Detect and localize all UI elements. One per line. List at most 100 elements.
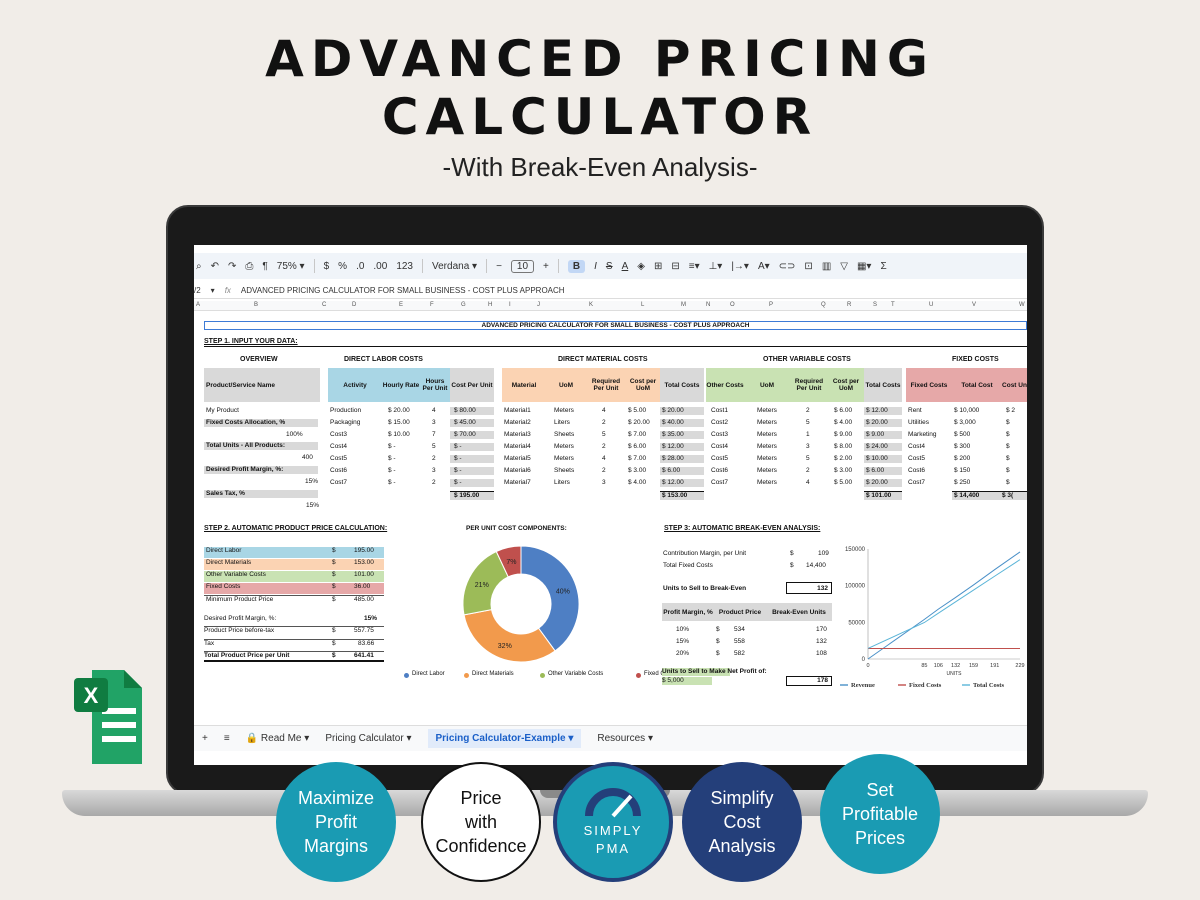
fixed-name[interactable]: Rent [908, 407, 922, 414]
variable-uom[interactable]: Meters [757, 443, 777, 450]
italic-button[interactable]: I [594, 260, 597, 272]
labor-rate[interactable]: $ - [388, 455, 396, 462]
labor-rate[interactable]: $ - [388, 467, 396, 474]
variable-price[interactable]: $ 9.00 [834, 431, 853, 438]
font-size-input[interactable]: 10 [510, 259, 535, 273]
fixed-name[interactable]: Cost6 [908, 467, 925, 474]
wrap-icon[interactable]: |→▾ [731, 260, 749, 272]
column-header[interactable]: T [891, 302, 895, 308]
labor-rate[interactable]: $ 10.00 [388, 431, 410, 438]
fixed-name[interactable]: Utilities [908, 419, 929, 426]
decrease-decimal-button[interactable]: .0 [356, 260, 365, 272]
fixed-name[interactable]: Cost7 [908, 479, 925, 486]
column-header[interactable]: V [972, 302, 977, 308]
column-header[interactable]: W [1019, 302, 1025, 308]
fixed-name[interactable]: Cost5 [908, 455, 925, 462]
labor-rate[interactable]: $ 20.00 [388, 407, 410, 414]
fixed-total[interactable]: $ 300 [954, 443, 971, 450]
variable-name[interactable]: Cost5 [711, 455, 728, 462]
redo-icon[interactable]: ↷ [228, 260, 237, 272]
all-sheets-menu-icon[interactable]: ≡ [223, 733, 230, 744]
material-name[interactable]: Material7 [504, 479, 531, 486]
merge-cells-icon[interactable]: ⊟ [671, 260, 680, 272]
labor-rate[interactable]: $ - [388, 443, 396, 450]
tab-pricing-calculator[interactable]: Pricing Calculator ▾ [325, 733, 412, 744]
column-header[interactable]: K [589, 302, 594, 308]
formula-input[interactable]: ADVANCED PRICING CALCULATOR FOR SMALL BU… [240, 286, 565, 295]
labor-activity[interactable]: Cost7 [330, 479, 347, 486]
variable-uom[interactable]: Meters [757, 419, 777, 426]
rotate-icon[interactable]: A▾ [757, 260, 770, 272]
bold-button[interactable]: B [567, 259, 586, 273]
comment-icon[interactable]: ⊡ [804, 260, 813, 272]
material-price[interactable]: $ 7.00 [628, 455, 647, 462]
variable-price[interactable]: $ 8.00 [834, 443, 853, 450]
link-icon[interactable]: ⊂⊃ [778, 260, 796, 272]
overview-item[interactable]: 15% [306, 502, 320, 509]
material-uom[interactable]: Meters [554, 407, 574, 414]
material-qty[interactable]: 3 [602, 479, 606, 486]
labor-hours[interactable]: 4 [432, 407, 436, 414]
column-header[interactable]: R [847, 302, 852, 308]
increase-decimal-button[interactable]: .00 [373, 260, 388, 272]
labor-hours[interactable]: 7 [432, 431, 436, 438]
print-icon[interactable]: ⎙ [245, 260, 254, 272]
variable-qty[interactable]: 5 [806, 419, 810, 426]
name-box-dropdown-icon[interactable]: ▾ [210, 286, 215, 295]
material-price[interactable]: $ 5.00 [628, 407, 647, 414]
material-uom[interactable]: Meters [554, 455, 574, 462]
column-header[interactable]: U [929, 302, 934, 308]
variable-name[interactable]: Cost1 [711, 407, 728, 414]
column-header[interactable]: Q [821, 302, 826, 308]
overview-item[interactable]: 100% [286, 431, 303, 438]
filter-icon[interactable]: ▽ [840, 260, 848, 272]
font-size-decrease[interactable]: − [496, 260, 502, 272]
tab-read-me[interactable]: 🔒 Read Me ▾ [245, 733, 310, 744]
search-icon[interactable]: ⌕ [196, 260, 202, 272]
material-qty[interactable]: 2 [602, 443, 606, 450]
variable-name[interactable]: Cost7 [711, 479, 728, 486]
labor-rate[interactable]: $ - [388, 479, 396, 486]
labor-activity[interactable]: Production [330, 407, 362, 414]
name-box[interactable]: /2 [194, 286, 201, 295]
material-uom[interactable]: Liters [554, 419, 570, 426]
fill-color-icon[interactable]: ◈ [637, 260, 645, 272]
labor-hours[interactable]: 2 [432, 479, 436, 486]
labor-activity[interactable]: Packaging [330, 419, 361, 426]
labor-activity[interactable]: Cost5 [330, 455, 347, 462]
font-size-increase[interactable]: + [543, 260, 549, 272]
strikethrough-icon[interactable]: S [605, 260, 613, 272]
fixed-total[interactable]: $ 10,000 [954, 407, 980, 414]
variable-uom[interactable]: Meters [757, 455, 777, 462]
labor-activity[interactable]: Cost4 [330, 443, 347, 450]
labor-hours[interactable]: 3 [432, 419, 436, 426]
undo-icon[interactable]: ↶ [210, 260, 219, 272]
labor-hours[interactable]: 5 [432, 443, 436, 450]
column-header[interactable]: O [730, 302, 735, 308]
column-header[interactable]: B [254, 302, 259, 308]
material-name[interactable]: Material4 [504, 443, 531, 450]
currency-button[interactable]: $ [323, 260, 330, 272]
variable-qty[interactable]: 4 [806, 479, 810, 486]
column-header[interactable]: M [681, 302, 686, 308]
variable-qty[interactable]: 2 [806, 407, 810, 414]
chart-icon[interactable]: ▥ [821, 260, 832, 272]
functions-button[interactable]: Σ [880, 260, 887, 272]
filter-views-icon[interactable]: ▦▾ [856, 260, 872, 272]
overview-item[interactable]: 400 [302, 454, 313, 461]
variable-qty[interactable]: 2 [806, 467, 810, 474]
labor-rate[interactable]: $ 15.00 [388, 419, 410, 426]
material-uom[interactable]: Meters [554, 443, 574, 450]
fixed-total[interactable]: $ 250 [954, 479, 971, 486]
labor-activity[interactable]: Cost3 [330, 431, 347, 438]
sheet-grid[interactable]: ADVANCED PRICING CALCULATOR FOR SMALL BU… [194, 311, 1027, 717]
paint-format-icon[interactable]: ¶ [262, 260, 268, 272]
text-color-icon[interactable]: A [621, 260, 629, 272]
column-header[interactable]: C [322, 302, 327, 308]
variable-price[interactable]: $ 3.00 [834, 467, 853, 474]
tab-resources[interactable]: Resources ▾ [597, 733, 653, 744]
variable-qty[interactable]: 3 [806, 443, 810, 450]
tab-pricing-calculator-example[interactable]: Pricing Calculator-Example ▾ [427, 729, 582, 748]
variable-price[interactable]: $ 6.00 [834, 407, 853, 414]
fixed-total[interactable]: $ 150 [954, 467, 971, 474]
